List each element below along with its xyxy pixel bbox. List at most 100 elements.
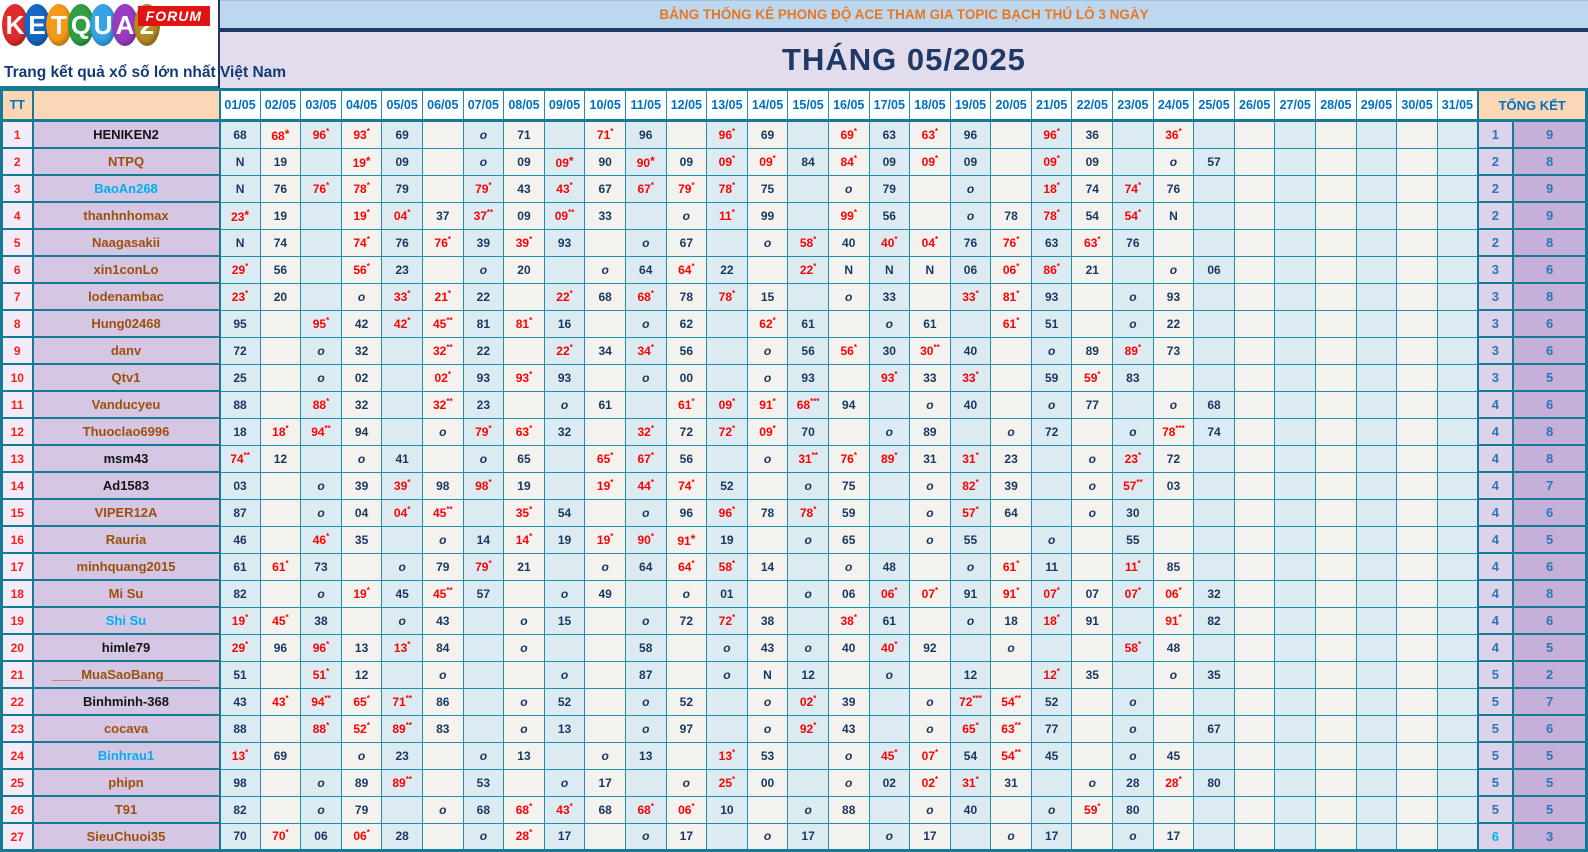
day-cell: N xyxy=(909,255,951,284)
hit-value: 33* xyxy=(962,288,979,304)
member-header xyxy=(31,88,221,122)
day-cell: 68* xyxy=(503,795,545,824)
hit-value: 61* xyxy=(1002,315,1020,331)
day-cell: 76 xyxy=(259,174,302,203)
day-cell: 67* xyxy=(624,444,667,473)
day-cell: o xyxy=(1030,336,1073,365)
day-cell xyxy=(543,444,586,473)
day-cell: 93 xyxy=(787,363,829,392)
day-cell xyxy=(787,201,829,230)
day-cell xyxy=(1396,660,1438,689)
day-cell: 69* xyxy=(827,120,870,149)
summary-cell: 4 xyxy=(1476,471,1514,500)
hit-value: 79* xyxy=(475,558,492,574)
day-cell xyxy=(1071,552,1114,581)
day-cell: 02* xyxy=(421,363,464,392)
miss-marker: o xyxy=(642,370,650,385)
day-cell: o xyxy=(909,525,951,554)
day-cell xyxy=(746,795,789,824)
date-header: 02/05 xyxy=(259,89,302,121)
hit-value: 78* xyxy=(353,180,370,196)
member-name: Rauria xyxy=(31,525,221,554)
day-cell: 62 xyxy=(665,309,708,338)
day-cell xyxy=(1355,741,1398,770)
day-cell: 23 xyxy=(381,255,423,284)
hit-value: 19* xyxy=(231,612,249,628)
day-cell: 61 xyxy=(787,309,829,338)
summary-cell: 2 xyxy=(1476,228,1514,257)
day-cell: 96 xyxy=(949,120,992,149)
miss-marker: o xyxy=(1007,424,1015,439)
hit-value: 64* xyxy=(678,261,695,277)
day-cell: 19* xyxy=(340,147,383,176)
miss-marker: o xyxy=(1088,775,1096,790)
day-cell: 67 xyxy=(584,174,626,203)
miss-marker: o xyxy=(439,667,447,682)
day-cell: 52 xyxy=(665,687,708,716)
miss-marker: o xyxy=(1007,829,1015,844)
day-cell: 71** xyxy=(381,687,423,716)
day-cell: 67* xyxy=(624,174,667,203)
day-cell: N xyxy=(219,228,261,257)
hit-value: 79* xyxy=(475,180,492,196)
day-cell: 96 xyxy=(665,498,708,527)
day-cell: 90* xyxy=(624,525,667,554)
day-cell: 09 xyxy=(665,147,708,176)
row-number: 18 xyxy=(0,579,34,608)
day-cell xyxy=(706,336,748,365)
day-cell xyxy=(1233,174,1276,203)
summary-cell: 2 xyxy=(1476,201,1514,230)
day-cell: 45 xyxy=(1152,741,1195,770)
miss-marker: o xyxy=(317,370,325,385)
day-cell xyxy=(421,147,464,176)
day-cell: 92 xyxy=(909,633,951,662)
day-cell: o xyxy=(909,714,951,743)
day-cell xyxy=(381,525,423,554)
member-name: NTPQ xyxy=(31,147,221,176)
day-cell xyxy=(1396,606,1438,635)
day-cell xyxy=(300,255,342,284)
day-cell xyxy=(1274,255,1317,284)
day-cell xyxy=(1315,390,1357,419)
day-cell: 64 xyxy=(990,498,1032,527)
day-cell: N xyxy=(1152,201,1195,230)
day-cell: 56 xyxy=(665,336,708,365)
day-cell xyxy=(1315,660,1357,689)
hit-value: 37** xyxy=(473,207,494,223)
day-cell xyxy=(381,390,423,419)
day-cell: 68 xyxy=(462,795,505,824)
day-cell xyxy=(1315,606,1357,635)
day-cell xyxy=(1396,471,1438,500)
miss-marker: o xyxy=(1048,343,1056,358)
day-cell: 25 xyxy=(219,363,261,392)
day-cell: 43 xyxy=(827,714,870,743)
day-cell: 19 xyxy=(543,525,586,554)
day-cell: 72* xyxy=(706,606,748,635)
day-cell: o xyxy=(624,228,667,257)
day-cell: 13 xyxy=(503,741,545,770)
miss-marker: o xyxy=(398,559,406,574)
day-cell xyxy=(1436,552,1479,581)
day-cell xyxy=(1355,255,1398,284)
day-cell: 03 xyxy=(219,471,261,500)
day-cell xyxy=(1274,633,1317,662)
hit-value: 96* xyxy=(718,126,736,142)
hit-value: 74* xyxy=(1124,180,1142,196)
day-cell xyxy=(787,174,829,203)
day-cell xyxy=(421,255,464,284)
summary-cell: 5 xyxy=(1511,525,1588,554)
day-cell xyxy=(421,822,464,851)
day-cell: 43* xyxy=(259,687,302,716)
miss-marker: o xyxy=(926,532,934,547)
day-cell: 98 xyxy=(421,471,464,500)
day-cell: 21* xyxy=(421,282,464,311)
day-cell xyxy=(1274,579,1317,608)
day-cell: 09** xyxy=(543,201,586,230)
day-cell xyxy=(1315,714,1357,743)
summary-cell: 6 xyxy=(1511,606,1588,635)
day-cell: 09 xyxy=(503,201,545,230)
day-cell: 39 xyxy=(462,228,505,257)
day-cell: 36* xyxy=(1152,120,1195,149)
hit-value: 68* xyxy=(637,288,654,304)
day-cell: 96 xyxy=(624,120,667,149)
